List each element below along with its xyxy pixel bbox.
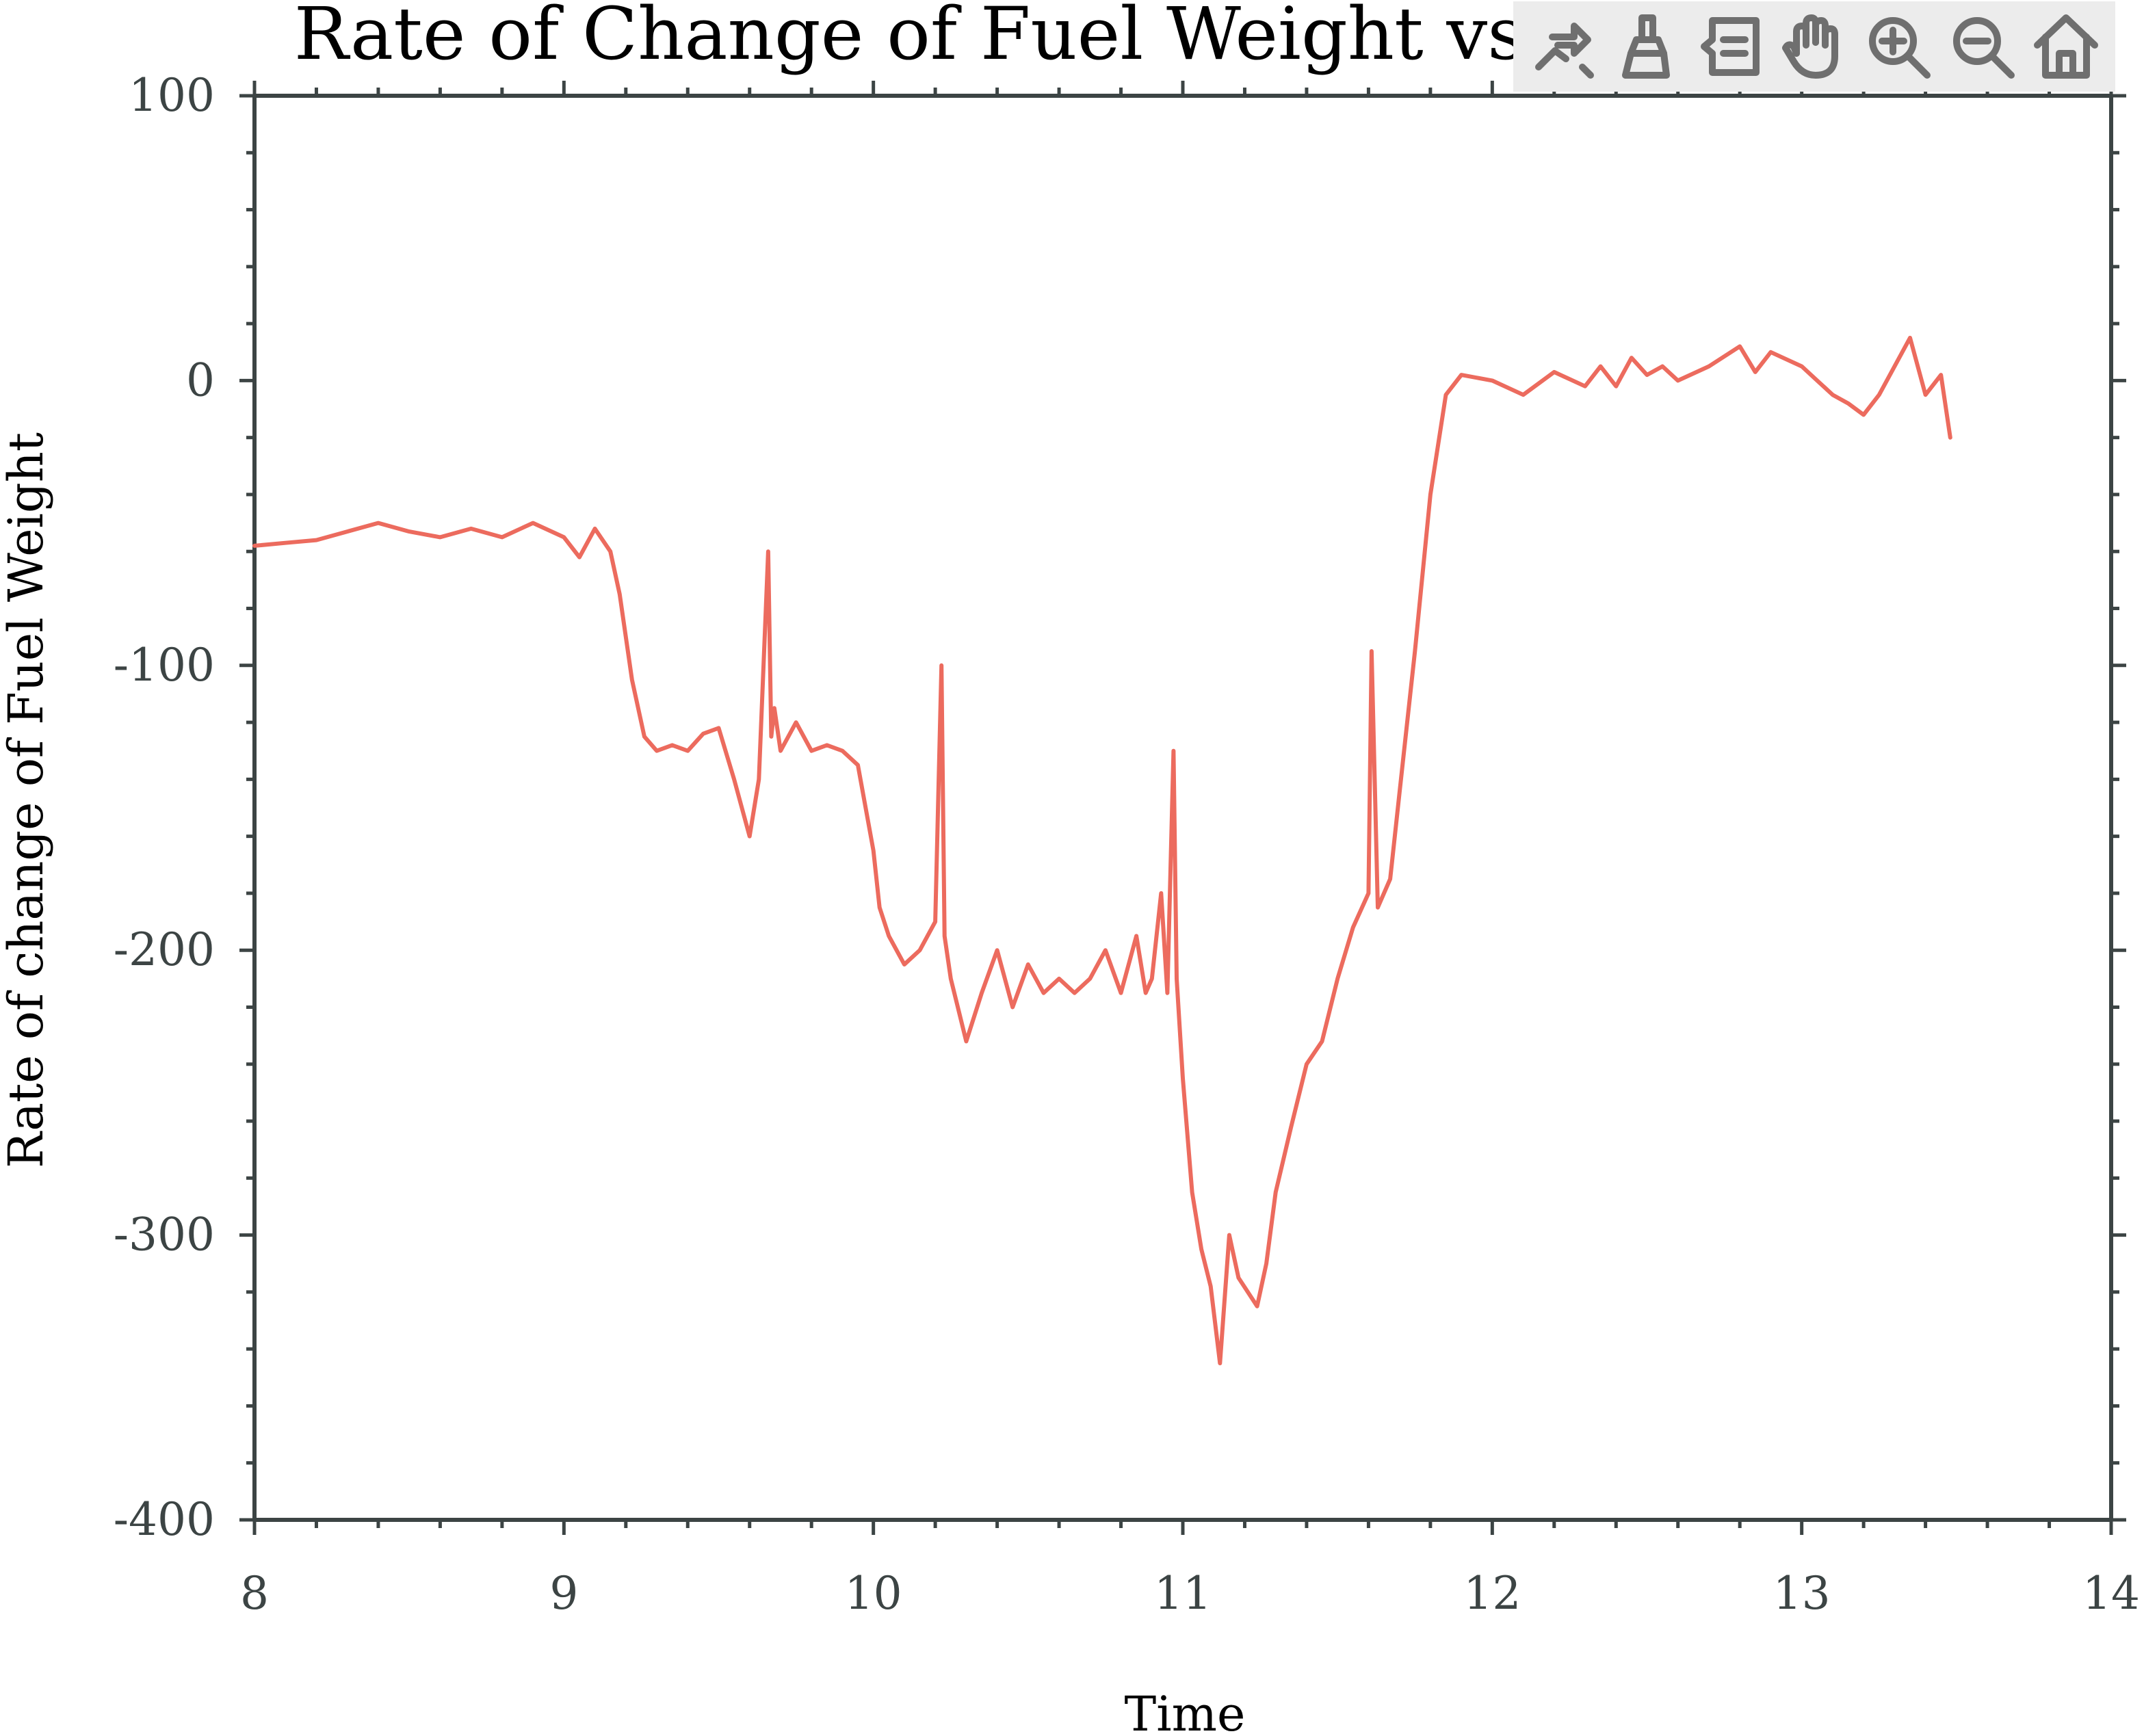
pan-button[interactable] [1777,9,1852,84]
tick-labels: 8 9 10 11 12 13 14 100 0 -100 -200 -300 -400 [114,69,2140,1620]
x-tick-label: 13 [1773,1567,1831,1620]
x-tick-label: 12 [1463,1567,1521,1620]
export-icon [1535,23,1595,79]
x-tick-label: 14 [2082,1567,2140,1620]
y-tick-label: 0 [186,354,215,406]
x-tick-label: 10 [845,1567,902,1620]
export-button[interactable] [1524,9,1599,84]
series-line-0 [252,335,1952,1365]
pan-icon [1781,14,1838,79]
plot-area [252,335,1952,1365]
axes [239,81,2126,1535]
data-tips-icon [1701,17,1760,76]
zoom-in-button[interactable] [1861,9,1936,84]
y-tick-label: -200 [114,923,215,976]
chart-title: Rate of Change of Fuel Weight vs Time [294,0,1731,76]
brush-icon [1622,14,1671,79]
brush-button[interactable] [1608,9,1684,84]
axes-toolbar [1513,1,2115,92]
y-axis-label: Rate of change of Fuel Weight [0,432,54,1168]
y-tick-label: -100 [114,639,215,692]
y-tick-label: -400 [114,1493,215,1546]
data-tips-button[interactable] [1692,9,1768,84]
x-tick-label: 11 [1154,1567,1212,1620]
zoom-out-button[interactable] [1945,9,2020,84]
zoom-in-icon [1868,17,1931,79]
zoom-out-icon [1952,17,2015,79]
x-tick-label: 8 [240,1567,269,1620]
x-tick-label: 9 [549,1567,578,1620]
y-tick-label: 100 [129,69,215,122]
home-button[interactable] [2028,9,2104,84]
x-axis-label: Time [1125,1686,1246,1736]
home-icon [2034,14,2099,79]
y-tick-label: -300 [114,1209,215,1261]
